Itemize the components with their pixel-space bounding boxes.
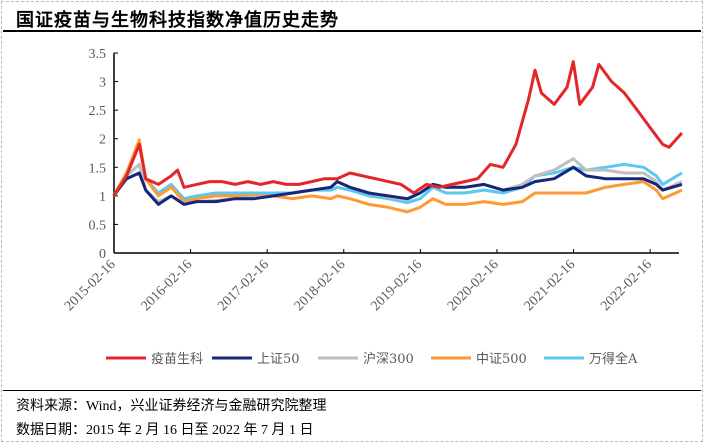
y-tick-label: 3 bbox=[99, 76, 106, 91]
x-tick-label: 2020-02-16 bbox=[445, 257, 502, 314]
x-tick-label: 2017-02-16 bbox=[215, 257, 272, 314]
series-line-4 bbox=[112, 142, 683, 205]
series-line-0 bbox=[112, 60, 684, 197]
x-tick-label: 2021-02-16 bbox=[522, 257, 579, 314]
series-line-1 bbox=[112, 165, 683, 206]
x-tick-label: 2019-02-16 bbox=[368, 257, 425, 314]
y-tick-label: 1 bbox=[99, 190, 106, 205]
title-divider bbox=[3, 30, 701, 32]
legend-label: 沪深300 bbox=[363, 351, 414, 367]
y-tick-label: 3.5 bbox=[89, 47, 107, 62]
date-range-note: 数据日期：2015 年 2 月 16 日至 2022 年 7 月 1 日 bbox=[16, 423, 314, 438]
legend-label: 中证500 bbox=[476, 352, 527, 367]
x-tick-label: 2015-02-16 bbox=[62, 257, 119, 314]
y-tick-label: 2.5 bbox=[89, 104, 107, 119]
y-tick-label: 2 bbox=[99, 133, 106, 148]
x-tick-label: 2022-02-16 bbox=[598, 257, 655, 314]
footer-divider bbox=[3, 390, 701, 391]
y-tick-label: 0.5 bbox=[89, 218, 107, 233]
legend-label: 上证50 bbox=[257, 352, 300, 367]
y-tick-label: 0 bbox=[99, 247, 106, 262]
x-tick-label: 2016-02-16 bbox=[139, 257, 196, 314]
legend-label: 疫苗生科 bbox=[151, 351, 203, 367]
chart-title: 国证疫苗与生物科技指数净值历史走势 bbox=[16, 10, 339, 31]
y-tick-label: 1.5 bbox=[89, 161, 107, 176]
x-tick-label: 2018-02-16 bbox=[292, 257, 349, 314]
legend-label: 万得全A bbox=[589, 351, 638, 367]
source-note: 资料来源：Wind，兴业证券经济与金融研究院整理 bbox=[16, 399, 327, 414]
